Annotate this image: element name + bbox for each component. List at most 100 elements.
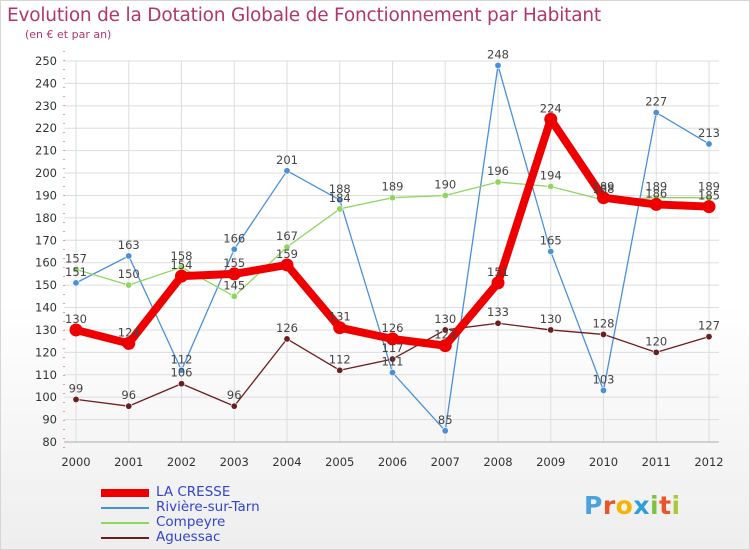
data-label: 185 (698, 189, 720, 203)
data-label: 189 (698, 180, 720, 194)
legend-swatch (101, 522, 149, 524)
data-label: 165 (540, 234, 562, 248)
x-tick-label: 2004 (272, 455, 301, 469)
data-point (441, 427, 449, 435)
data-label: 157 (65, 251, 87, 265)
data-label: 127 (698, 319, 720, 333)
data-point (122, 336, 136, 350)
logo-letter: o (615, 491, 634, 520)
data-point (547, 248, 555, 256)
data-label: 151 (487, 265, 509, 279)
data-point (599, 330, 607, 338)
chart-title: Evolution de la Dotation Globale de Fonc… (7, 5, 601, 26)
data-label: 154 (171, 258, 193, 272)
data-point (283, 243, 291, 251)
data-label: 112 (329, 352, 351, 366)
legend-swatch (101, 507, 149, 509)
data-point (283, 335, 291, 343)
data-label: 166 (223, 231, 245, 245)
legend-label: Compeyre (156, 514, 226, 530)
data-label: 130 (65, 312, 87, 326)
data-point (72, 395, 80, 403)
series-points (69, 61, 716, 435)
data-point (72, 279, 80, 287)
data-label: 85 (438, 413, 453, 427)
y-tick-label: 110 (35, 368, 57, 382)
logo-letter: i (650, 491, 660, 520)
y-tick-label: 160 (35, 256, 57, 270)
logo-letter: r (602, 491, 616, 520)
data-label: 123 (434, 328, 456, 342)
data-point (230, 292, 238, 300)
data-label: 128 (593, 316, 615, 330)
data-label: 126 (382, 321, 404, 335)
data-point (283, 167, 291, 175)
data-point (230, 402, 238, 410)
data-label: 184 (329, 191, 351, 205)
y-tick-label: 250 (35, 54, 57, 68)
data-label: 227 (645, 95, 667, 109)
data-label: 120 (645, 334, 667, 348)
data-point (494, 178, 502, 186)
proxiti-logo: Proxiti (584, 491, 681, 520)
data-label: 130 (434, 312, 456, 326)
legend-label: LA CRESSE (156, 484, 231, 500)
data-labels: 151 163 112 166 201 188 111 85 248 165 103 227 213 15… (65, 47, 720, 426)
data-point (491, 276, 505, 290)
data-point (178, 366, 186, 374)
y-tick-label: 180 (35, 211, 57, 225)
data-label: 196 (487, 164, 509, 178)
x-tick-label: 2002 (167, 455, 196, 469)
data-point (702, 200, 716, 214)
data-label: 131 (329, 310, 351, 324)
data-point (705, 333, 713, 341)
y-tick-label: 210 (35, 144, 57, 158)
y-tick-label: 190 (35, 188, 57, 202)
x-tick-label: 2001 (114, 455, 143, 469)
data-point (178, 380, 186, 388)
y-tick-label: 140 (35, 301, 57, 315)
data-point (388, 369, 396, 377)
y-tick-label: 240 (35, 76, 57, 90)
data-point (544, 112, 558, 126)
data-point (441, 326, 449, 334)
data-point (280, 258, 294, 272)
logo-letter: x (633, 491, 650, 520)
chart-subtitle: (en € et par an) (25, 28, 112, 41)
data-label: 189 (645, 180, 667, 194)
data-label: 188 (329, 182, 351, 196)
data-label: 201 (276, 153, 298, 167)
data-label: 130 (540, 312, 562, 326)
logo-letter: i (671, 491, 681, 520)
data-point (652, 348, 660, 356)
data-label: 248 (487, 47, 509, 61)
data-point (441, 191, 449, 199)
data-point (230, 245, 238, 253)
data-point (388, 355, 396, 363)
data-point (336, 196, 344, 204)
data-point (227, 267, 241, 281)
y-tick-label: 220 (35, 121, 57, 135)
x-tick-label: 2011 (642, 455, 671, 469)
data-label: 190 (434, 177, 456, 191)
data-label: 158 (171, 249, 193, 263)
data-point (388, 194, 396, 202)
data-label: 117 (382, 341, 404, 355)
data-label: 124 (118, 325, 140, 339)
data-label: 151 (65, 265, 87, 279)
data-label: 106 (171, 366, 193, 380)
x-tick-label: 2006 (378, 455, 407, 469)
data-label: 150 (118, 267, 140, 281)
data-point (336, 205, 344, 213)
data-label: 96 (227, 388, 242, 402)
data-label: 145 (223, 278, 245, 292)
data-point (175, 269, 188, 283)
x-tick-label: 2007 (431, 455, 460, 469)
y-tick-label: 150 (35, 278, 57, 292)
data-label: 112 (171, 352, 193, 366)
data-label: 224 (540, 101, 562, 115)
data-label: 188 (593, 182, 615, 196)
legend-swatch (101, 489, 149, 497)
data-label: 189 (382, 180, 404, 194)
